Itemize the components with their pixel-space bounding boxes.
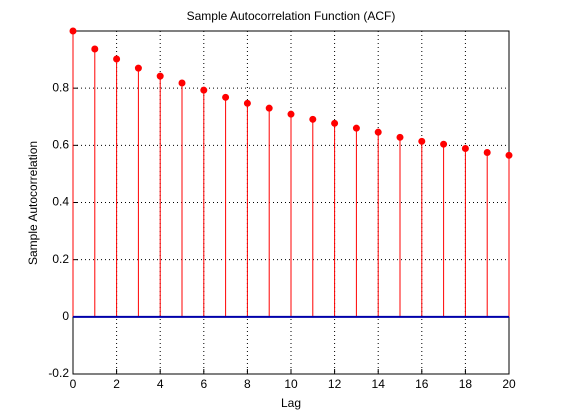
x-tick-label: 18 [459, 377, 473, 391]
x-tick-label: 6 [200, 377, 207, 391]
x-tick-label: 16 [415, 377, 429, 391]
y-tick-label: 0 [62, 309, 69, 323]
stem-marker [287, 110, 295, 118]
stem-marker [200, 86, 208, 94]
stem-marker [418, 137, 426, 145]
stem-marker [91, 45, 99, 53]
x-tick-label: 10 [284, 377, 298, 391]
stem-marker [156, 72, 164, 80]
y-tick-label: 0.8 [52, 80, 69, 94]
stem-marker [483, 148, 491, 156]
stem-marker [331, 119, 339, 127]
stem-marker [265, 104, 273, 112]
stem-marker [309, 115, 317, 123]
stem-marker [134, 64, 142, 72]
y-tick-label: 0.2 [52, 252, 69, 266]
y-tick-label: 0.6 [52, 138, 69, 152]
stem-marker [440, 140, 448, 148]
x-tick-label: 4 [157, 377, 164, 391]
stem-marker [113, 55, 121, 63]
stem-marker [69, 27, 77, 35]
y-tick-label: -0.2 [48, 366, 69, 380]
y-axis-label: Sample Autocorrelation [26, 141, 40, 265]
x-tick-label: 8 [244, 377, 251, 391]
y-tick-label: 0.4 [52, 195, 69, 209]
stem-marker [461, 144, 469, 152]
stem-marker [178, 79, 186, 87]
x-tick-label: 0 [70, 377, 77, 391]
stem-marker [352, 124, 360, 132]
chart-title: Sample Autocorrelation Function (ACF) [187, 9, 396, 23]
stem-marker [374, 128, 382, 136]
stem-marker [396, 133, 404, 141]
x-tick-label: 20 [502, 377, 516, 391]
stem-marker [222, 93, 230, 101]
x-tick-label: 2 [113, 377, 120, 391]
stem-marker [243, 99, 251, 107]
x-axis-label: Lag [281, 396, 301, 410]
x-tick-label: 12 [328, 377, 342, 391]
x-tick-label: 14 [372, 377, 386, 391]
stem-marker [505, 151, 513, 159]
